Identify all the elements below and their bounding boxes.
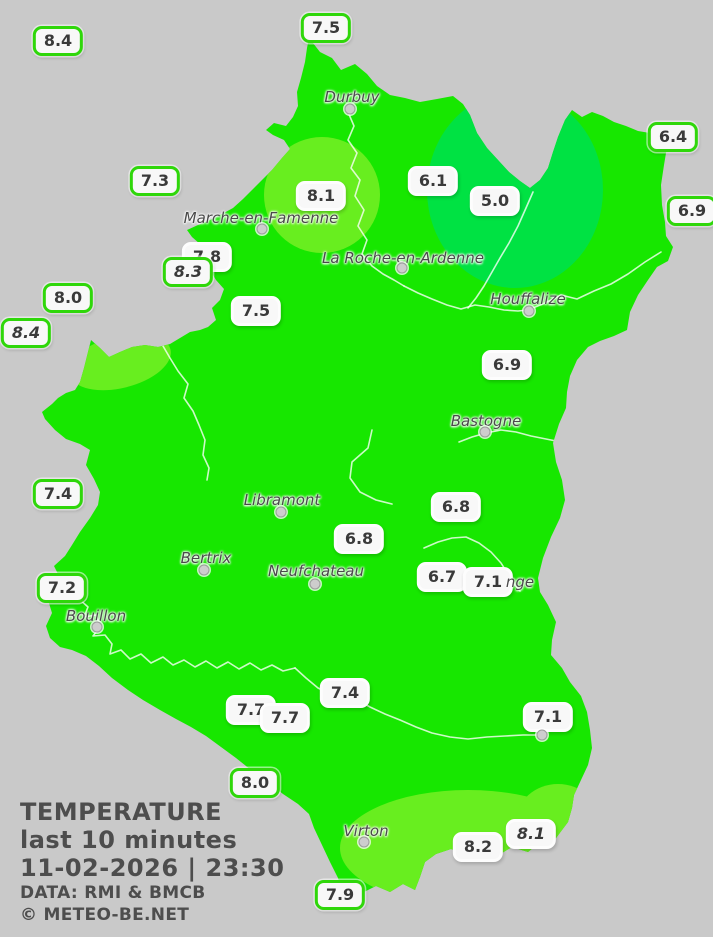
temperature-label: 8.4 — [0, 318, 52, 348]
subtitle-period: last 10 minutes — [20, 826, 238, 854]
temperature-label: 6.7 — [416, 562, 468, 592]
temperature-label: 8.0 — [229, 768, 281, 798]
temperature-label: 6.9 — [666, 196, 713, 226]
town-label: Libramont — [243, 491, 321, 509]
temperature-label: 7.7 — [259, 703, 311, 733]
temperature-label: 6.8 — [430, 492, 482, 522]
town-dot-icon — [358, 836, 370, 848]
temperature-label: 8.0 — [42, 283, 94, 313]
town-dot-icon — [309, 578, 321, 590]
river-lhomme — [349, 429, 393, 505]
town-label: Bastogne — [450, 412, 522, 430]
temperature-label: 5.0 — [469, 186, 521, 216]
town-dot-icon — [198, 564, 210, 576]
temperature-label: 6.8 — [333, 524, 385, 554]
town-dot-icon — [523, 305, 535, 317]
temperature-label: 8.3 — [162, 257, 214, 287]
temperature-label: 6.9 — [481, 350, 533, 380]
temperature-label: 7.4 — [319, 678, 371, 708]
temperature-label: 7.5 — [300, 13, 352, 43]
temperature-label: 8.2 — [452, 832, 504, 862]
town-label: Bouillon — [65, 607, 127, 625]
warm-area-west-tip — [69, 333, 171, 391]
temperature-label: 8.4 — [32, 26, 84, 56]
subtitle-datetime: 11-02-2026 | 23:30 — [20, 854, 285, 882]
town-dot-icon — [479, 426, 491, 438]
temperature-label: 6.1 — [407, 166, 459, 196]
town-label: nge — [505, 573, 535, 591]
border-houffalize — [467, 191, 534, 309]
temperature-label: 7.1 — [462, 567, 514, 597]
temperature-label: 7.1 — [522, 702, 574, 732]
town-label: Neufchateau — [268, 562, 364, 580]
river-lesse — [162, 345, 210, 481]
data-source: DATA: RMI & BMCB — [20, 883, 206, 903]
town-dot-icon — [344, 103, 356, 115]
temperature-label: 7.5 — [230, 296, 282, 326]
border-northeast — [527, 251, 662, 311]
town-dot-icon — [396, 262, 408, 274]
town-label: Bertrix — [180, 549, 232, 567]
town-label: Houffalize — [490, 290, 566, 308]
temperature-label: 6.4 — [647, 122, 699, 152]
town-label: Marche-en-Famenne — [183, 209, 339, 227]
page-title: TEMPERATURE — [20, 798, 223, 826]
copyright: © METEO-BE.NET — [20, 905, 190, 925]
town-label: Durbuy — [324, 88, 380, 106]
temperature-label: 7.3 — [129, 166, 181, 196]
border-bastogne — [458, 429, 557, 443]
town-label: Virton — [343, 822, 389, 840]
town-dot-icon — [91, 621, 103, 633]
temperature-label: 7.2 — [36, 573, 88, 603]
town-dot-icon — [256, 223, 268, 235]
town-dot-icon — [536, 729, 548, 741]
town-dot-icon — [275, 506, 287, 518]
temperature-label: 8.1 — [505, 819, 557, 849]
title-block: TEMPERATURE last 10 minutes 11-02-2026 |… — [20, 798, 284, 926]
temperature-label: 7.4 — [32, 479, 84, 509]
town-label: La Roche-en-Ardenne — [322, 249, 484, 267]
temperature-label: 8.1 — [295, 181, 347, 211]
river-ourthe — [347, 111, 405, 287]
temperature-label: 7.9 — [314, 880, 366, 910]
